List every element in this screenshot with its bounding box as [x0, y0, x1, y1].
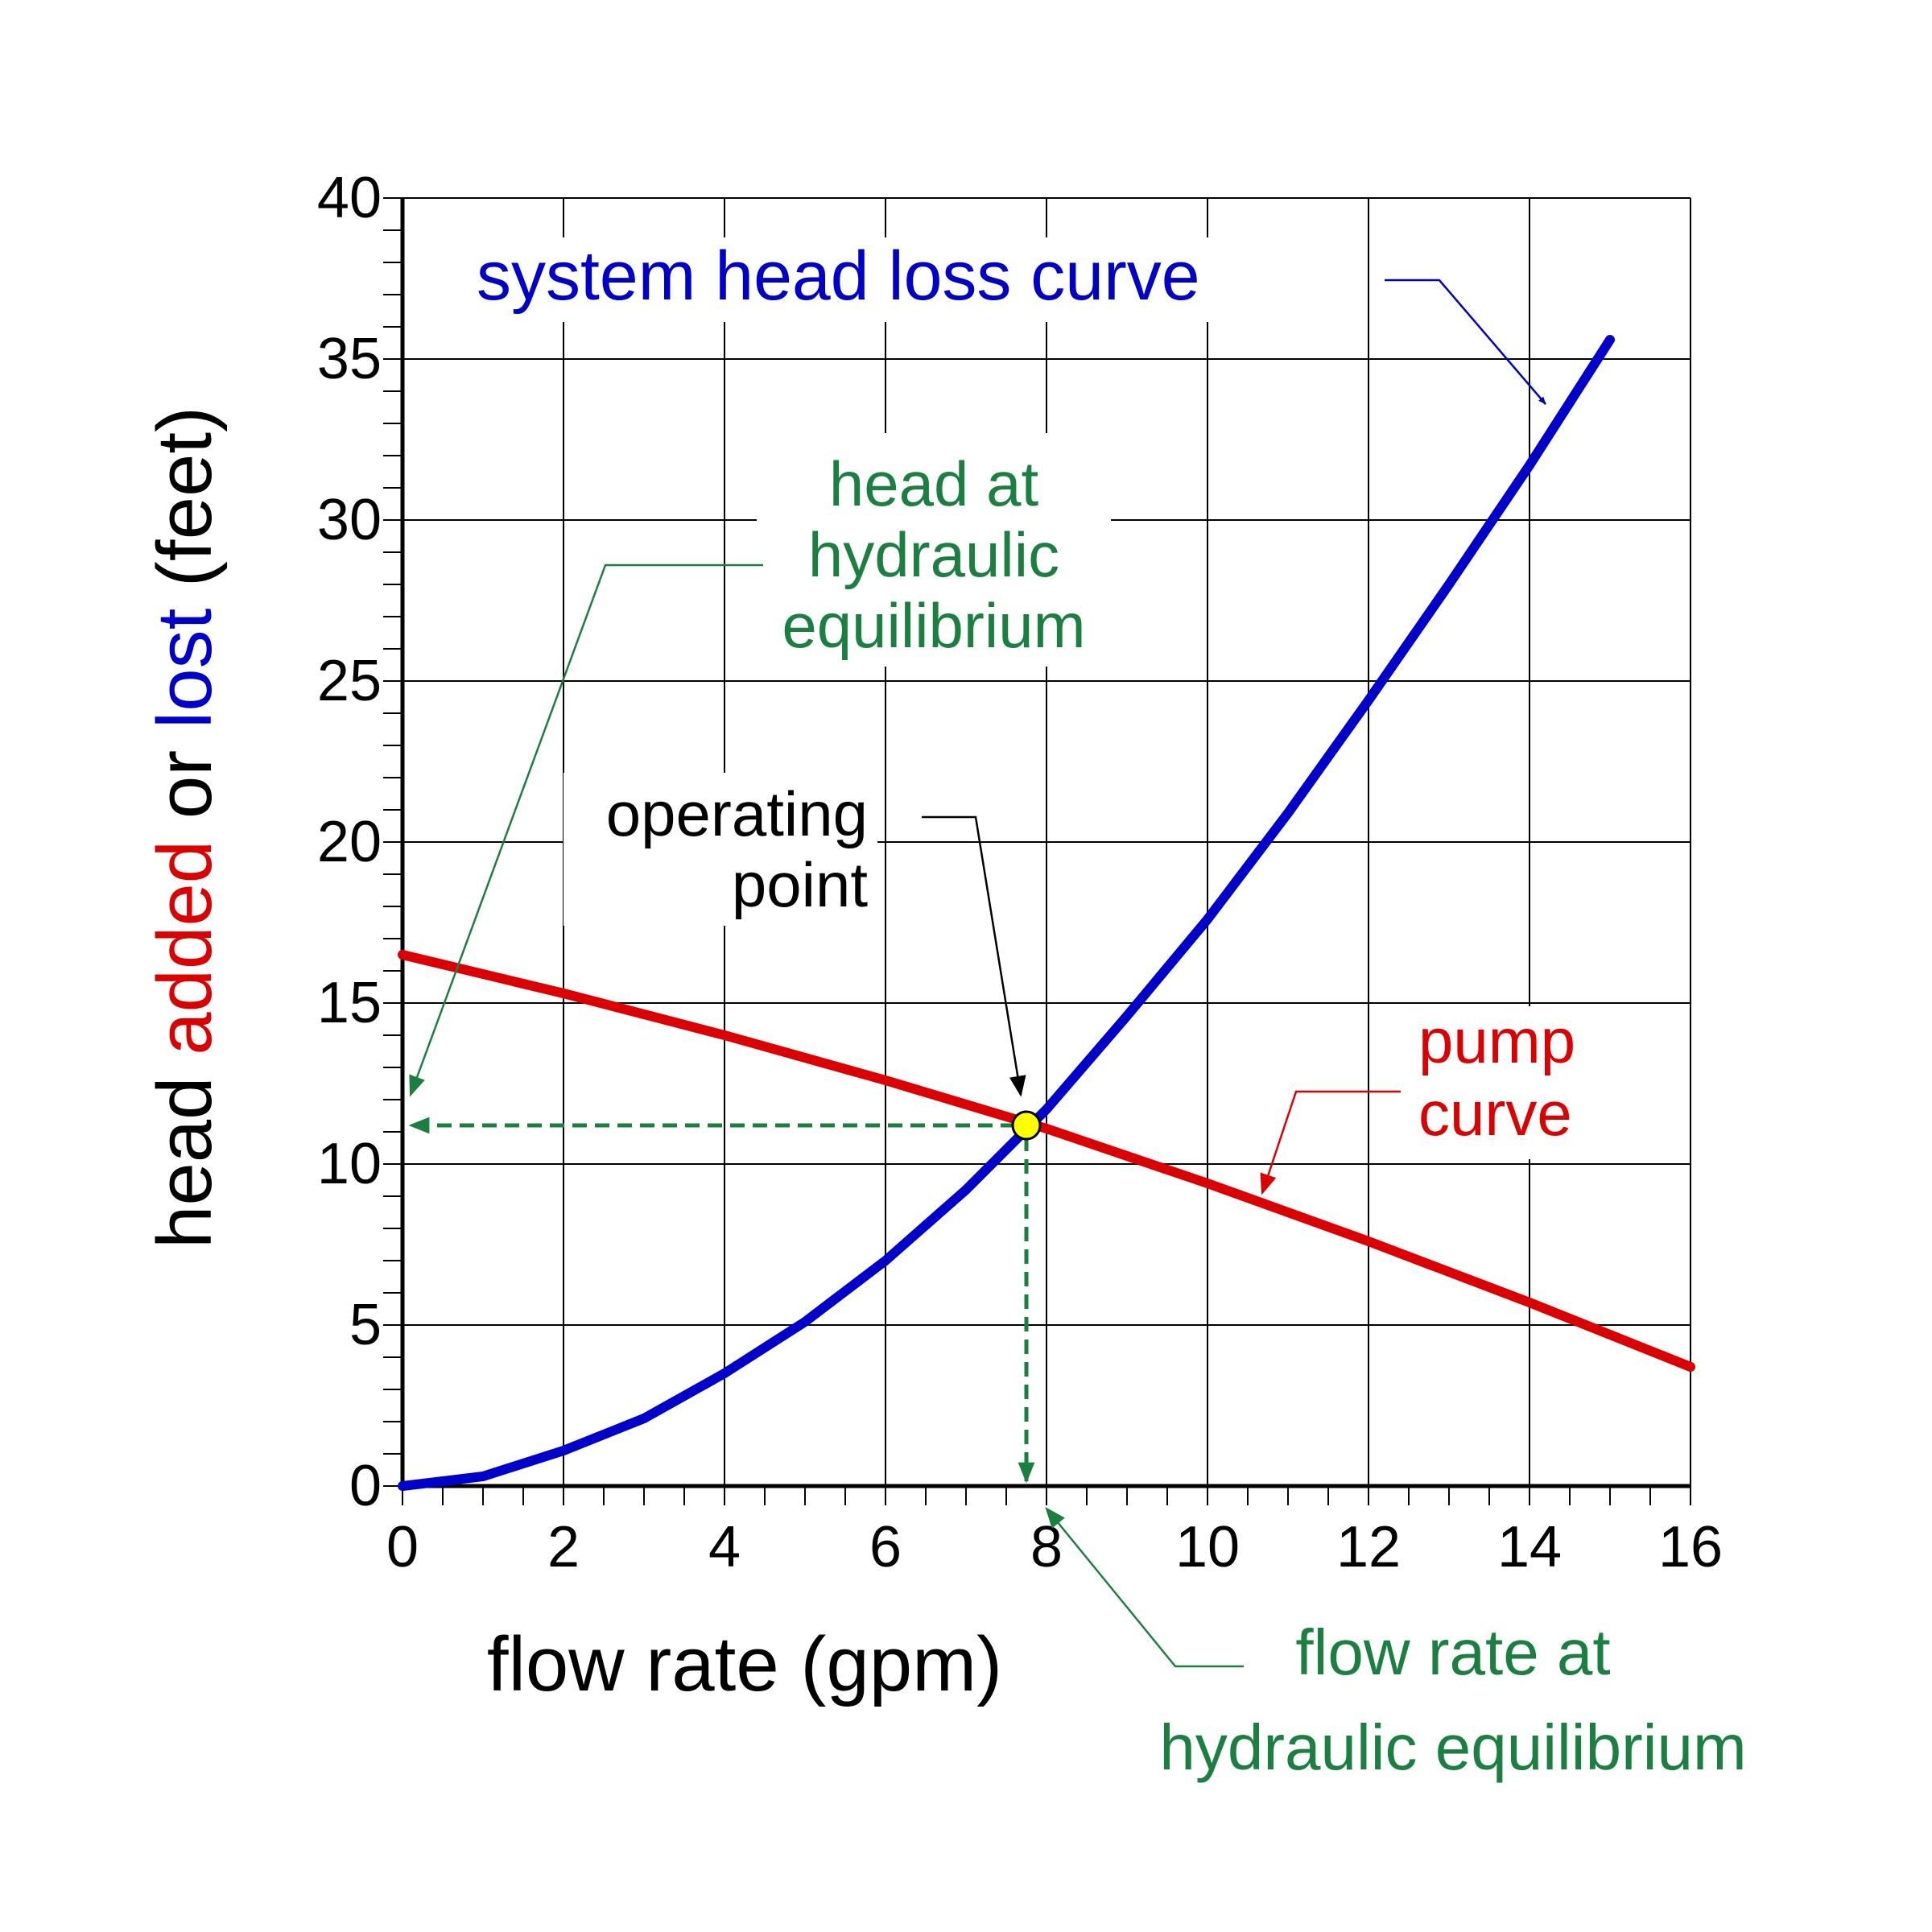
y-tick-label: 30 — [317, 488, 382, 552]
x-tick-label: 16 — [1658, 1515, 1723, 1579]
flow-label-leader — [1045, 1506, 1244, 1668]
tick-labels: 0 2 4 6 8 10 12 14 16 0 5 10 15 20 25 30 35 40 — [317, 166, 1723, 1579]
flow-label-line1: flow rate at — [1295, 1616, 1610, 1688]
x-tick-label: 10 — [1175, 1515, 1240, 1579]
y-tick-label: 5 — [349, 1293, 382, 1357]
operating-point-marker — [1011, 1110, 1042, 1141]
operating-label-line1: operating — [606, 778, 868, 849]
grid — [402, 197, 1691, 1487]
head-label-bg — [757, 433, 1111, 667]
x-axis-label: flow rate (gpm) — [487, 1621, 1002, 1707]
y-axis-label: head added or lost (feet) — [142, 407, 228, 1249]
y-axis-label-part: (feet) — [142, 407, 228, 609]
y-tick-label: 25 — [317, 649, 382, 713]
flow-label-line2: hydraulic equilibrium — [1159, 1711, 1746, 1783]
x-tick-label: 8 — [1030, 1515, 1063, 1579]
point-layer — [1011, 1110, 1042, 1141]
head-label-line2: hydraulic — [808, 519, 1059, 590]
y-axis-label-part: head — [142, 1055, 228, 1249]
pump-label-line2: curve — [1418, 1078, 1572, 1149]
y-tick-label: 35 — [317, 327, 382, 391]
system-label-bg — [467, 237, 1352, 322]
y-tick-label: 10 — [317, 1132, 382, 1196]
minor-ticks — [383, 197, 1691, 1505]
y-tick-label: 0 — [349, 1454, 382, 1518]
pump-label-bg — [1410, 1006, 1612, 1159]
x-tick-label: 12 — [1336, 1515, 1401, 1579]
operating-label-line2: point — [732, 849, 868, 920]
head-label-leader — [409, 564, 763, 1097]
system-head-loss-label: system head loss curve — [477, 237, 1200, 315]
x-tick-label: 2 — [547, 1515, 580, 1579]
pump-label-line1: pump — [1418, 1005, 1575, 1076]
head-label-line3: equilibrium — [782, 590, 1085, 661]
annotations: system head loss curve head at hydraulic… — [142, 237, 1747, 1783]
operating-label-leader — [922, 815, 1026, 1097]
operating-label-bg — [564, 773, 877, 926]
series-system-line — [398, 335, 1615, 1491]
y-tick-label: 15 — [317, 971, 382, 1035]
series-layer — [398, 335, 1695, 1491]
x-tick-label: 6 — [869, 1515, 902, 1579]
x-tick-label: 14 — [1497, 1515, 1562, 1579]
head-label-line1: head at — [829, 448, 1039, 519]
y-tick-label: 20 — [317, 810, 382, 874]
y-axis-label-part: or — [142, 729, 228, 840]
leaders — [408, 279, 1546, 1668]
x-tick-label: 4 — [708, 1515, 741, 1579]
system-label-leader — [1385, 279, 1546, 405]
y-axis-label-part: added — [142, 840, 228, 1055]
x-tick-label: 0 — [386, 1515, 419, 1579]
y-axis-label-part: lost — [142, 609, 228, 729]
series-pump-line — [398, 950, 1695, 1372]
axes — [400, 198, 1690, 1488]
y-tick-label: 40 — [317, 166, 382, 230]
pump-label-leader — [1260, 1090, 1401, 1195]
